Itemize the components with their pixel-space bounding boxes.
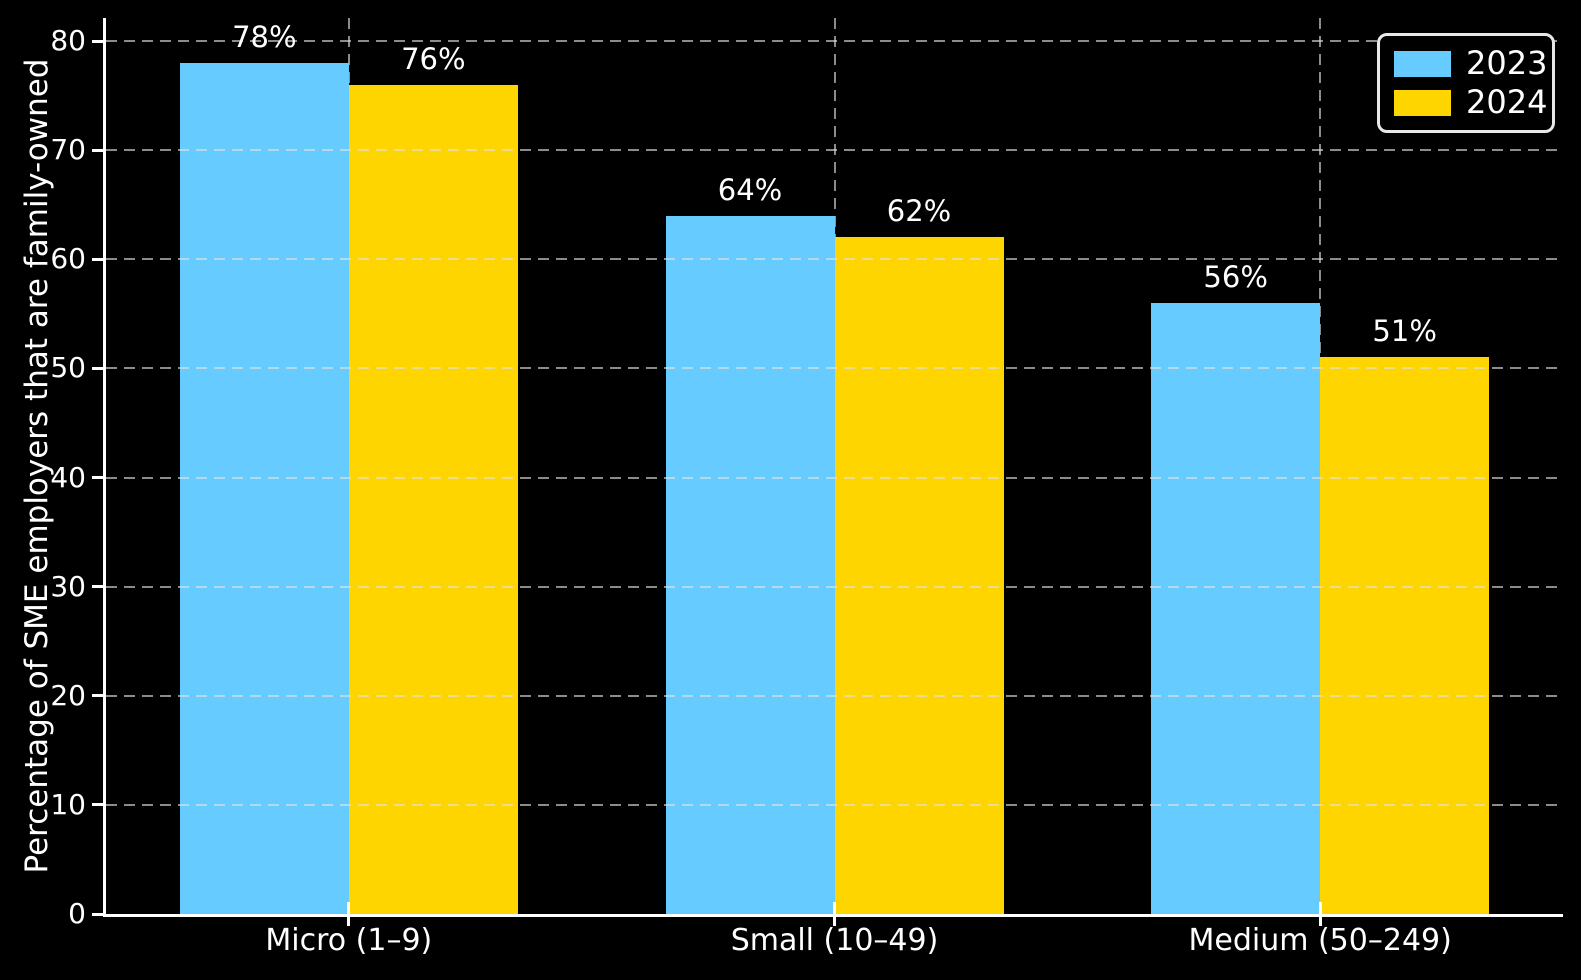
x-tick-mark — [347, 902, 351, 926]
gridline-horizontal — [106, 694, 1563, 697]
legend-swatch-2024 — [1394, 89, 1451, 116]
y-tick-mark — [92, 694, 103, 698]
y-tick-label: 10 — [50, 787, 86, 821]
x-tick-mark — [833, 902, 836, 926]
y-tick-mark — [92, 148, 103, 152]
y-tick-label: 20 — [50, 678, 86, 712]
plot-area: 78% 76% 64% 62% 56% 51% — [92, 18, 1563, 926]
legend-label-2023: 2023 — [1466, 44, 1548, 82]
bar-value-label: 51% — [1372, 314, 1437, 349]
y-tick-mark — [92, 912, 103, 916]
y-tick-mark — [92, 476, 103, 479]
y-tick-label: 50 — [50, 351, 86, 385]
y-tick-label: 70 — [50, 133, 86, 167]
x-tick-mark — [1318, 902, 1322, 926]
legend-item-2023: 2023 — [1394, 44, 1547, 83]
bar-value-label: 62% — [886, 194, 952, 229]
bar-2024 — [348, 84, 518, 914]
x-tick-label: Medium (50–249) — [1188, 923, 1452, 958]
gridline-horizontal — [106, 149, 1563, 152]
gridline-horizontal — [106, 40, 1563, 42]
gridline-horizontal — [106, 258, 1563, 261]
gridline-horizontal — [106, 476, 1563, 479]
y-tick-mark — [92, 366, 103, 370]
bar-value-label: 56% — [1203, 259, 1268, 294]
y-tick-label: 80 — [50, 24, 86, 57]
legend-swatch-2023 — [1394, 50, 1451, 77]
x-tick-label: Small (10–49) — [730, 923, 939, 958]
y-tick-mark — [92, 39, 103, 43]
x-tick-label: Micro (1–9) — [265, 923, 433, 958]
y-tick-mark — [92, 803, 103, 807]
legend: 2023 2024 — [1377, 33, 1555, 133]
bar-2024 — [1320, 357, 1490, 914]
y-axis-spine — [103, 18, 106, 917]
y-tick-label: 40 — [50, 460, 86, 494]
legend-label-2024: 2024 — [1466, 83, 1548, 121]
y-tick-label: 60 — [50, 242, 86, 276]
y-tick-label: 0 — [68, 897, 86, 930]
bar-2023 — [179, 62, 349, 914]
gridline-horizontal — [106, 585, 1563, 588]
y-tick-label: 30 — [50, 569, 86, 603]
x-axis-tick-labels: Micro (1–9) Small (10–49) Medium (50–249) — [106, 920, 1563, 970]
bar-2023 — [665, 215, 835, 914]
gridline-horizontal — [106, 367, 1563, 370]
gridline-horizontal — [106, 803, 1563, 806]
bar-value-label: 78% — [232, 19, 297, 54]
y-tick-mark — [92, 257, 103, 261]
bar-value-label: 76% — [401, 41, 466, 76]
bar-2024 — [834, 237, 1004, 914]
bar-value-label: 64% — [717, 172, 783, 207]
legend-item-2024: 2024 — [1394, 83, 1547, 122]
bar-2023 — [1151, 302, 1321, 914]
y-tick-mark — [92, 585, 103, 589]
y-axis-tick-labels: 0 10 20 30 40 50 60 70 80 — [0, 18, 94, 930]
